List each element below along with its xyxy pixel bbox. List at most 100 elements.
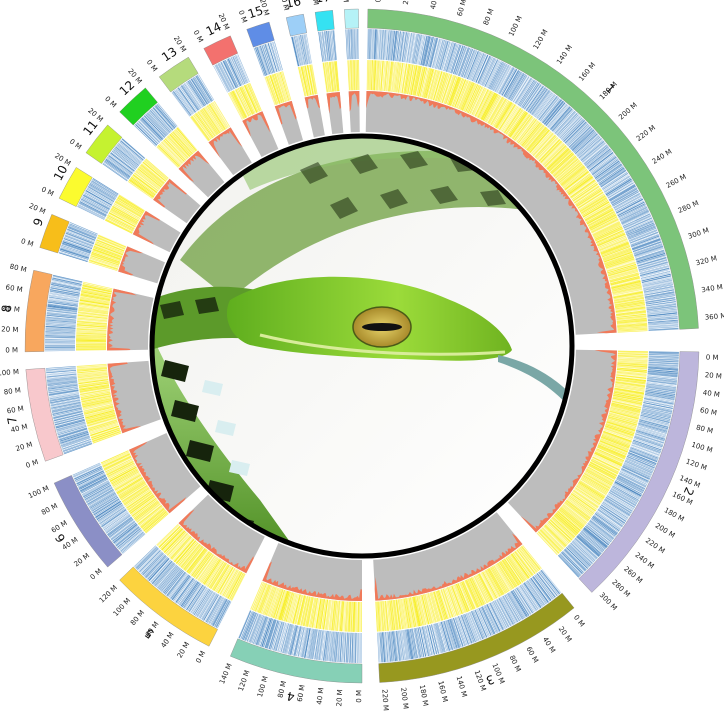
repeat-density-mark	[126, 491, 152, 509]
repeat-density-mark	[80, 390, 111, 397]
repeat-density-mark	[171, 536, 192, 560]
repeat-density-mark	[502, 559, 520, 586]
gene-density-mark	[63, 239, 92, 251]
gene-density-mark	[618, 203, 646, 218]
gene-density-mark	[583, 528, 607, 548]
gene-density-mark	[609, 184, 636, 201]
repeat-density-mark	[479, 91, 494, 119]
repeat-density-mark	[393, 599, 398, 630]
repeat-density-mark	[553, 514, 577, 536]
repeat-density-mark	[156, 524, 179, 546]
repeat-density-mark	[404, 63, 411, 94]
repeat-density-mark	[600, 437, 630, 449]
gene-density-mark	[51, 405, 82, 413]
repeat-density-mark	[258, 584, 271, 613]
repeat-density-track-17	[322, 61, 340, 93]
chromosome-label-4: 4	[286, 689, 296, 704]
repeat-density-mark	[82, 284, 113, 292]
repeat-density-mark	[611, 403, 641, 412]
gene-density-mark	[175, 578, 194, 603]
repeat-density-mark	[214, 565, 231, 592]
gene-density-mark	[580, 140, 604, 160]
gene-density-mark	[623, 214, 651, 228]
tick-label: 280 M	[677, 199, 700, 215]
repeat-density-mark	[507, 110, 526, 136]
repeat-density-mark	[120, 483, 147, 501]
repeat-density-mark	[92, 431, 121, 443]
gene-density-mark	[630, 234, 660, 246]
repeat-density-mark	[558, 163, 583, 184]
repeat-density-mark	[602, 248, 632, 260]
gene-density-mark	[288, 625, 297, 655]
repeat-density-mark	[513, 551, 532, 577]
repeat-density-mark	[472, 576, 486, 605]
gene-density-mark	[513, 76, 530, 103]
repeat-density-mark	[584, 205, 612, 221]
repeat-density-mark	[410, 65, 418, 95]
repeat-density-track-14	[228, 82, 262, 120]
gene-density-mark	[339, 632, 342, 663]
gene-density-mark	[573, 539, 596, 561]
repeat-density-mark	[552, 155, 576, 176]
repeat-density-mark	[76, 322, 107, 326]
repeat-density-mark	[498, 561, 516, 588]
repeat-density-mark	[201, 108, 220, 135]
repeat-density-mark	[495, 563, 513, 590]
repeat-density-mark	[447, 587, 458, 616]
gene-density-mark	[300, 34, 307, 65]
repeat-density-mark	[76, 327, 107, 331]
repeat-density-mark	[387, 600, 391, 631]
gene-density-mark	[648, 352, 679, 354]
gene-density-mark	[46, 310, 77, 315]
gene-density-mark	[333, 30, 337, 61]
tick-label: 0 M	[25, 458, 40, 470]
gene-density-mark	[428, 37, 437, 68]
repeat-density-mark	[540, 141, 563, 164]
gene-density-mark	[49, 393, 80, 399]
repeat-density-mark	[617, 322, 648, 326]
gene-density-mark	[259, 46, 270, 75]
repeat-density-mark	[429, 70, 439, 100]
repeat-density-mark	[325, 599, 330, 630]
repeat-density-mark	[257, 584, 270, 613]
gene-density-mark	[507, 72, 524, 99]
gene-density-mark	[554, 110, 576, 134]
repeat-density-mark	[279, 591, 289, 621]
gene-density-mark	[331, 30, 335, 61]
repeat-density-mark	[396, 599, 402, 630]
gc-histogram-16	[304, 94, 321, 109]
gene-density-mark	[639, 266, 669, 275]
gene-density-mark	[643, 285, 674, 293]
repeat-density-mark	[131, 176, 157, 195]
gene-density-mark	[490, 602, 505, 630]
gene-density-mark	[489, 603, 503, 631]
gene-density-mark	[647, 377, 678, 382]
repeat-density-mark	[574, 186, 600, 204]
gene-density-mark	[325, 631, 330, 661]
gene-density-mark	[181, 582, 200, 608]
gene-density-mark	[58, 428, 88, 439]
gene-density-mark	[509, 73, 525, 100]
repeat-density-mark	[568, 497, 593, 516]
repeat-density-mark	[395, 62, 401, 93]
gene-density-mark	[238, 610, 252, 639]
gene-density-mark	[640, 414, 670, 423]
gene-density-mark	[214, 65, 230, 92]
gene-density-mark	[636, 430, 666, 440]
gene-density-mark	[591, 518, 616, 537]
repeat-density-mark	[393, 599, 399, 630]
repeat-density-mark	[79, 302, 109, 309]
gene-density-mark	[382, 632, 386, 663]
gene-density-mark	[618, 204, 646, 219]
repeat-density-mark	[414, 596, 423, 626]
gene-density-mark	[45, 320, 76, 324]
gene-density-mark	[264, 619, 275, 649]
gene-density-mark	[217, 601, 232, 629]
gene-density-mark	[87, 489, 114, 505]
repeat-density-mark	[227, 571, 243, 599]
gene-density-mark	[81, 197, 109, 212]
repeat-density-mark	[176, 127, 197, 152]
repeat-density-mark	[241, 86, 255, 114]
gene-density-mark	[92, 178, 119, 195]
gene-density-mark	[409, 33, 416, 64]
